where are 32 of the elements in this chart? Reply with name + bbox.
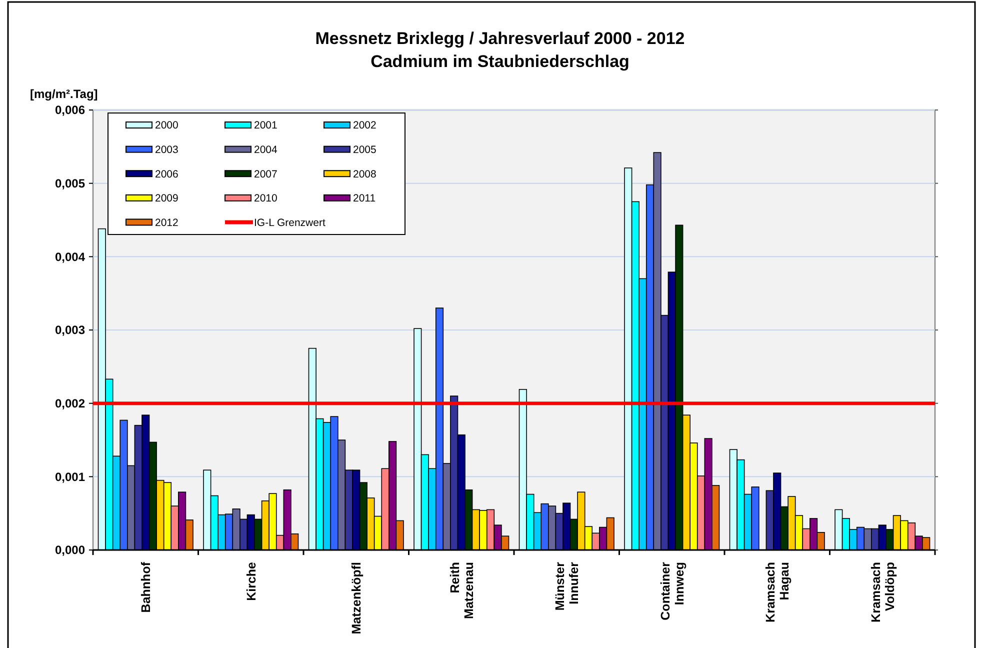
legend-label: 2001 xyxy=(254,120,278,132)
legend-label: 2009 xyxy=(155,192,179,205)
x-tick-label: Münster Innufer xyxy=(553,562,581,611)
y-tick-label: 0,005 xyxy=(54,176,86,191)
chart-subtitle: Cadmium im Staubniederschlag xyxy=(370,52,630,71)
y-axis-title: [mg/m².Tag] xyxy=(30,87,98,101)
legend-label: 2006 xyxy=(155,168,179,180)
x-tick-label: Matzenköpfl xyxy=(350,562,364,634)
x-tick-label: Kirche xyxy=(244,562,258,601)
legend-label: 2003 xyxy=(155,144,179,156)
legend-label: 2004 xyxy=(254,144,278,156)
legend-label: 2008 xyxy=(353,168,377,180)
legend-label: IG-L Grenzwert xyxy=(254,216,326,229)
y-tick-label: 0,001 xyxy=(54,470,86,484)
y-tick-label: 0,006 xyxy=(54,103,86,118)
legend-label: 2010 xyxy=(254,192,278,205)
legend-label: 2007 xyxy=(254,168,278,180)
legend-label: 2002 xyxy=(353,120,377,132)
y-tick-label: 0,000 xyxy=(54,543,86,558)
legend-label: 2011 xyxy=(353,192,376,205)
y-tick-label: 0,004 xyxy=(54,250,86,264)
legend-label: 2000 xyxy=(155,120,179,132)
x-tick-label: Reith Matzenau xyxy=(448,562,476,619)
x-tick-label: Kramsach Hagau xyxy=(764,562,792,622)
chart-title: Messnetz Brixlegg / Jahresverlauf 2000 - 2012 xyxy=(315,29,685,48)
legend-label: 2012 xyxy=(155,216,179,229)
y-tick-label: 0,003 xyxy=(54,323,86,338)
legend-label: 2005 xyxy=(353,144,377,156)
x-tick-label: Bahnhof xyxy=(139,561,153,613)
x-tick-label: Container Innweg xyxy=(658,562,686,620)
x-tick-label: Kramsach Voldöpp xyxy=(868,562,897,622)
y-tick-label: 0,002 xyxy=(54,396,86,411)
